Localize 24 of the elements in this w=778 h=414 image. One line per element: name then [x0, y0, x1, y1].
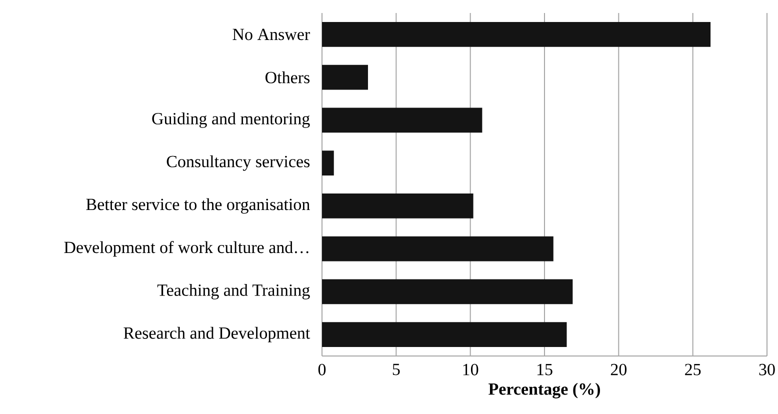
y-tick-label: Consultancy services: [166, 155, 310, 171]
x-tick-label: 10: [463, 364, 478, 376]
x-tick-label: 0: [318, 364, 326, 376]
y-tick-label: Guiding and mentoring: [152, 112, 310, 128]
x-tick-label: 15: [537, 364, 552, 376]
bar: [322, 322, 567, 347]
bar: [322, 22, 711, 47]
x-tick-label: 30: [759, 364, 775, 376]
y-tick-label: Better service to the organisation: [86, 198, 310, 214]
bar: [322, 108, 482, 133]
y-tick-label: Teaching and Training: [157, 284, 310, 300]
x-axis-title: Percentage (%): [488, 382, 600, 398]
y-tick-label: No Answer: [232, 28, 310, 40]
bar: [322, 236, 554, 262]
bar: [322, 279, 573, 304]
y-tick-label: Others: [266, 71, 310, 84]
x-tick-label: 20: [610, 364, 627, 376]
y-tick-label: Research and Development: [124, 326, 310, 342]
bar: [322, 64, 368, 90]
x-tick-label: 5: [392, 364, 400, 376]
bar: [322, 194, 474, 218]
x-tick-label: 25: [685, 364, 701, 376]
y-tick-label: Development of work culture and…: [64, 241, 308, 257]
bar: [322, 150, 334, 176]
